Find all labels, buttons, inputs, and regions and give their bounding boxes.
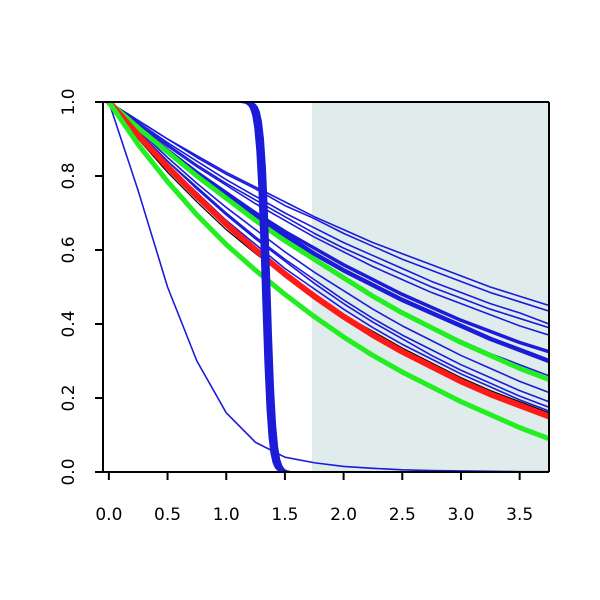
y-tick-label: 0.2 [59, 384, 79, 411]
x-tick-label: 3.0 [447, 505, 474, 525]
series-line-blue [108, 102, 549, 409]
series-line-green [106, 102, 549, 442]
x-tick-label: 0.5 [154, 505, 181, 525]
series-line-green [106, 102, 549, 382]
x-tick-label: 3.5 [506, 505, 533, 525]
x-tick-label: 1.0 [213, 505, 240, 525]
x-axis-ticks: 0.0 0.5 1.0 1.5 2.0 2.5 3.0 3.5 [95, 472, 533, 525]
series-line-red [105, 102, 549, 420]
y-tick-label: 0.8 [59, 162, 79, 189]
y-tick-label: 1.0 [59, 88, 79, 115]
x-tick-label: 2.0 [330, 505, 357, 525]
x-tick-label: 2.5 [389, 505, 416, 525]
series-line-blue [108, 102, 549, 336]
series-line-blue [108, 102, 549, 329]
series-line-blue [108, 102, 549, 325]
series-line-blue [108, 102, 549, 394]
series-layer [103, 102, 549, 472]
y-tick-label: 0.6 [59, 236, 79, 263]
x-tick-label: 1.5 [271, 505, 298, 525]
y-tick-label: 0.0 [59, 458, 79, 485]
y-axis-ticks: 0.0 0.2 0.4 0.6 0.8 1.0 [59, 88, 103, 486]
series-line-blue [108, 102, 549, 312]
x-tick-label: 0.0 [95, 505, 122, 525]
y-tick-label: 0.4 [59, 310, 79, 337]
